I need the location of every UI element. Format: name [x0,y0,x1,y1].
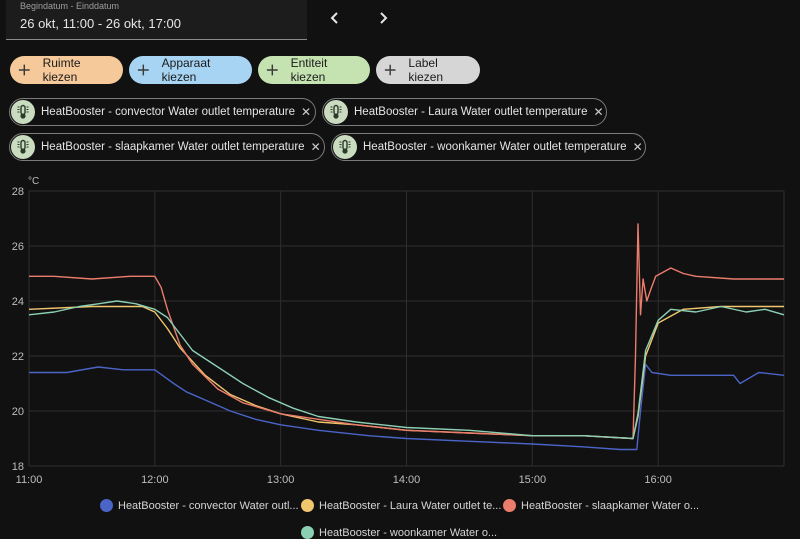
series-line-0 [29,363,785,451]
y-axis-unit: °C [28,176,39,187]
legend-item-woonkamer[interactable]: HeatBooster - woonkamer Water o... [301,526,497,539]
entity-picker-label: Entiteit kiezen [290,56,328,84]
plus-icon [137,64,149,76]
y-tick-label: 24 [12,296,24,308]
date-range-value: 26 okt, 11:00 - 26 okt, 17:00 [20,16,181,31]
plus-icon [384,64,396,76]
label-picker-chip[interactable]: Label kiezen [376,56,480,84]
x-tick-label: 14:00 [393,474,421,486]
chart-series [28,223,785,451]
device-picker-chip[interactable]: Apparaat kiezen [129,56,252,84]
remove-icon[interactable]: ✕ [310,140,321,154]
x-tick-label: 13:00 [267,474,295,486]
y-tick-label: 22 [12,351,24,363]
thermometer-icon [324,100,348,124]
thermometer-icon [11,135,35,159]
remove-icon[interactable]: ✕ [300,105,312,119]
date-range-label: Begindatum - Einddatum [20,1,120,11]
remove-icon[interactable]: ✕ [593,105,604,119]
legend-label: HeatBooster - convector Water outl... [118,499,299,512]
plus-icon [266,64,278,76]
x-tick-label: 12:00 [141,474,169,486]
x-axis-ticks: 11:00 12:00 13:00 14:00 15:00 16:00 [16,474,672,486]
thermometer-icon [11,100,35,124]
room-picker-label: Ruimte kiezen [42,56,81,84]
y-axis-ticks: 18 20 22 24 26 28 [12,186,24,473]
y-tick-label: 18 [12,461,24,473]
entity-chip-convector[interactable]: HeatBooster - convector Water outlet tem… [9,98,316,126]
room-picker-chip[interactable]: Ruimte kiezen [10,56,123,84]
legend-label: HeatBooster - slaapkamer Water o... [521,499,700,512]
thermometer-icon [333,135,357,159]
series-line-2 [29,223,784,440]
date-range-field[interactable]: Begindatum - Einddatum 26 okt, 11:00 - 2… [6,0,307,40]
previous-period-button[interactable] [321,4,349,32]
series-line-3 [28,300,785,440]
next-period-button[interactable] [369,4,397,32]
entity-chip-laura[interactable]: HeatBooster - Laura Water outlet tempera… [322,98,607,126]
legend-dot [503,499,516,512]
legend-item-laura[interactable]: HeatBooster - Laura Water outlet te... [301,499,501,512]
chart-grid [28,190,785,467]
legend-dot [301,499,314,512]
legend-label: HeatBooster - woonkamer Water o... [319,526,498,539]
legend-dot [100,499,113,512]
y-tick-label: 20 [12,406,24,418]
label-picker-label: Label kiezen [408,56,444,84]
chevron-right-icon [380,12,388,24]
remove-icon[interactable]: ✕ [632,140,643,154]
x-tick-label: 16:00 [644,474,672,486]
legend-dot [301,526,314,539]
entity-picker-chip[interactable]: Entiteit kiezen [258,56,370,84]
legend-item-slaapkamer[interactable]: HeatBooster - slaapkamer Water o... [503,499,699,512]
x-tick-label: 15:00 [519,474,547,486]
device-picker-label: Apparaat kiezen [161,56,211,84]
y-tick-label: 26 [12,241,24,253]
entity-chip-slaapkamer[interactable]: HeatBooster - slaapkamer Water outlet te… [9,133,325,161]
entity-chip-label: HeatBooster - woonkamer Water outlet tem… [363,141,627,153]
legend-item-convector[interactable]: HeatBooster - convector Water outl... [100,499,299,512]
entity-chip-label: HeatBooster - slaapkamer Water outlet te… [41,141,305,153]
entity-chip-label: HeatBooster - convector Water outlet tem… [41,106,295,118]
series-line-1 [28,305,784,440]
entity-chip-label: HeatBooster - Laura Water outlet tempera… [354,106,588,118]
legend-label: HeatBooster - Laura Water outlet te... [319,499,502,512]
chevron-left-icon [330,12,338,24]
entity-chip-woonkamer[interactable]: HeatBooster - woonkamer Water outlet tem… [331,133,646,161]
x-tick-label: 11:00 [16,474,43,486]
y-tick-label: 28 [12,186,24,198]
plus-icon [18,64,30,76]
